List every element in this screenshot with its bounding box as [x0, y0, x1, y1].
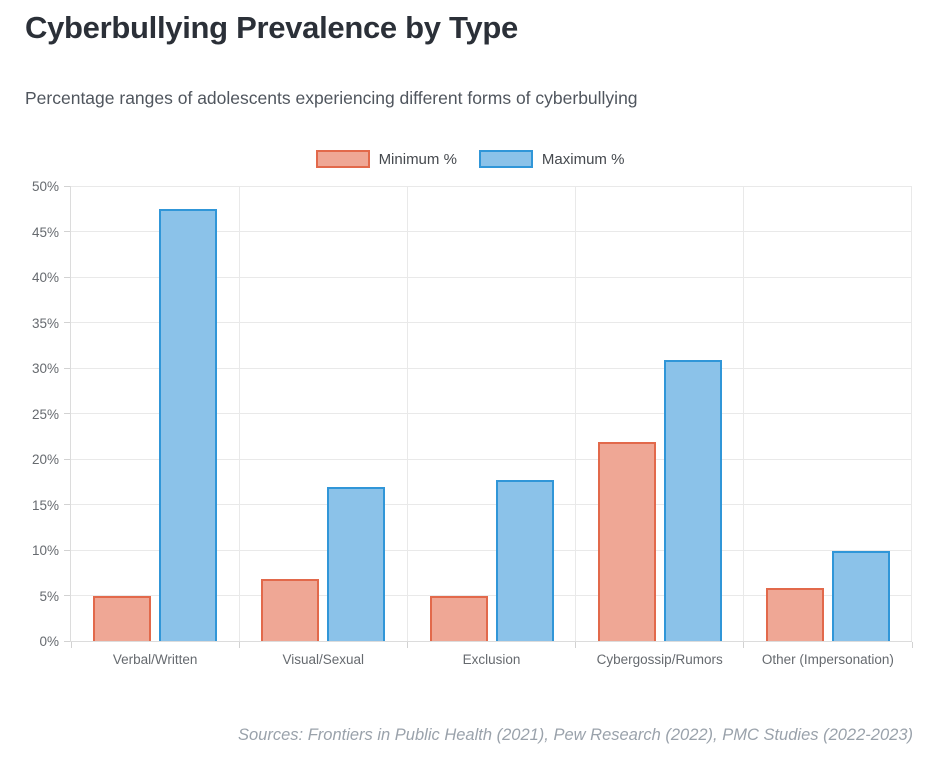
max-bar-verbal-written[interactable]: [159, 208, 218, 641]
source-note: Sources: Frontiers in Public Health (202…: [238, 726, 913, 744]
max-bar-cybergossip-rumors[interactable]: [663, 359, 722, 641]
y-axis-label: 5%: [39, 588, 59, 604]
v-gridline: [575, 186, 577, 641]
v-gridline: [238, 186, 240, 641]
chart-subtitle: Percentage ranges of adolescents experie…: [25, 88, 638, 108]
h-gridline: [71, 322, 912, 323]
plot-area: 0% 5% 10% 15% 20% 25% 30% 35% 40% 45% 50% Verbal/Wr…: [32, 179, 913, 667]
x-axis-tick: [406, 642, 408, 648]
y-axis-tick: [64, 413, 70, 414]
v-gridline: [406, 186, 408, 641]
h-gridline: [71, 231, 912, 232]
x-axis-label-exclusion: Exclusion: [462, 652, 521, 667]
y-axis-label: 10%: [31, 543, 59, 558]
y-axis-tick: [64, 231, 70, 232]
y-axis-label: 30%: [31, 361, 59, 376]
y-axis-tick: [64, 367, 70, 369]
x-axis-tick: [743, 642, 745, 648]
max-bar-other-impersonation[interactable]: [831, 550, 890, 641]
y-axis-tick: [64, 276, 70, 278]
min-bar-exclusion[interactable]: [429, 596, 488, 641]
legend-item-minimum[interactable]: Minimum %: [315, 150, 457, 168]
x-axis-label-cybergossip-rumors: Cybergossip/Rumors: [596, 652, 723, 667]
x-axis-label-visual-sexual: Visual/Sexual: [282, 652, 365, 667]
min-bar-cybergossip-rumors[interactable]: [597, 441, 656, 641]
y-axis-tick: [64, 458, 70, 460]
legend-swatch-icon: [478, 150, 533, 168]
max-bar-visual-sexual[interactable]: [327, 487, 386, 641]
legend-label: Minimum %: [378, 150, 457, 168]
x-axis-tick: [238, 642, 240, 648]
y-axis-label: 35%: [31, 315, 59, 331]
y-axis-label: 20%: [31, 452, 59, 467]
x-axis-label-verbal-written: Verbal/Written: [112, 652, 198, 667]
y-axis-label: 40%: [31, 270, 59, 285]
h-gridline: [71, 458, 912, 460]
h-gridline: [71, 595, 912, 596]
y-axis-tick: [64, 185, 70, 187]
page-title: Cyberbullying Prevalence by Type: [25, 10, 518, 45]
legend-swatch-icon: [315, 150, 370, 168]
y-axis-label: 0%: [39, 634, 59, 649]
x-axis-tick: [911, 642, 913, 648]
y-axis-label: 50%: [31, 179, 59, 194]
max-bar-exclusion[interactable]: [495, 479, 554, 641]
legend-item-maximum[interactable]: Maximum %: [478, 150, 625, 168]
min-bar-verbal-written[interactable]: [93, 596, 152, 641]
chart-legend: Minimum % Maximum %: [0, 150, 940, 168]
h-gridline: [71, 367, 912, 369]
y-axis-tick: [64, 640, 70, 642]
y-axis-tick: [64, 504, 70, 505]
legend-label: Maximum %: [541, 150, 625, 168]
h-gridline: [71, 185, 912, 187]
y-axis-tick: [64, 322, 70, 323]
h-gridline: [71, 413, 912, 414]
v-gridline: [743, 186, 745, 641]
h-gridline: [71, 504, 912, 505]
h-gridline: [71, 549, 912, 551]
x-axis-tick: [575, 642, 577, 648]
x-axis-label-other-impersonation: Other (Impersonation): [761, 652, 894, 667]
y-axis-label: 45%: [31, 224, 59, 240]
v-gridline: [910, 186, 912, 641]
y-axis-label: 15%: [31, 497, 59, 513]
x-axis-tick: [70, 642, 72, 648]
y-axis-tick: [64, 595, 70, 596]
min-bar-visual-sexual[interactable]: [261, 579, 320, 641]
y-axis-tick: [64, 549, 70, 551]
h-gridline: [71, 276, 912, 278]
min-bar-other-impersonation[interactable]: [765, 588, 824, 641]
y-axis-label: 25%: [31, 406, 59, 422]
